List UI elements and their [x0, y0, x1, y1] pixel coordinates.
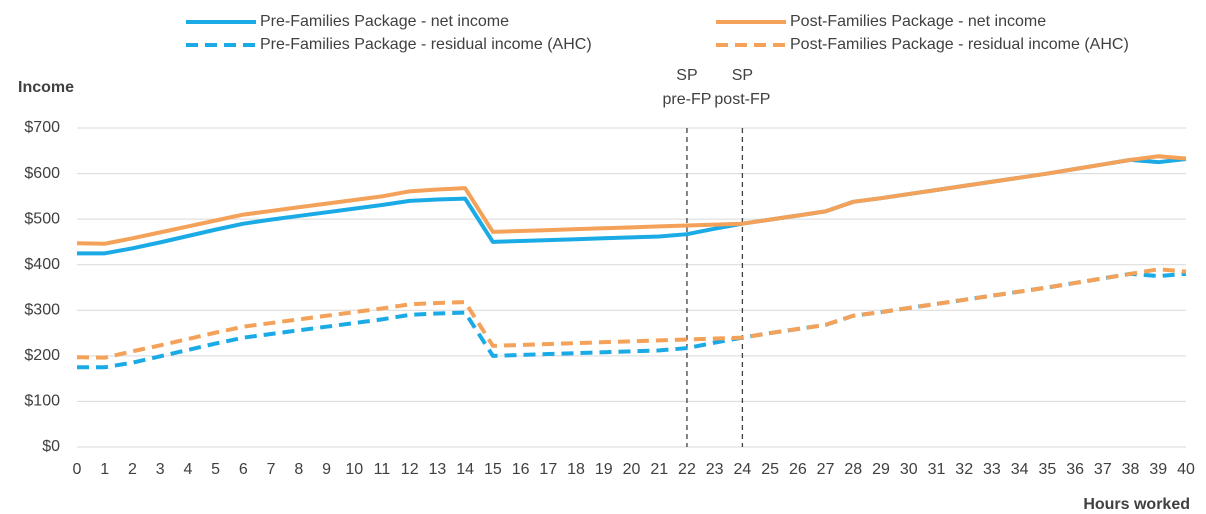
x-tick-label: 14: [456, 461, 474, 478]
annotation: SP: [732, 67, 753, 84]
y-tick-label: $200: [24, 347, 60, 364]
x-tick-label: 5: [211, 461, 220, 478]
x-tick-label: 32: [955, 461, 973, 478]
series-line: [77, 271, 1187, 370]
x-axis-label: Hours worked: [1083, 496, 1190, 513]
x-tick-label: 7: [267, 461, 276, 478]
x-tick-label: 21: [650, 461, 668, 478]
annotation: post-FP: [714, 91, 770, 108]
x-tick-label: 30: [900, 461, 918, 478]
x-tick-label: 29: [872, 461, 890, 478]
x-tick-label: 40: [1177, 461, 1195, 478]
x-tick-label: 20: [623, 461, 641, 478]
x-tick-label: 36: [1066, 461, 1084, 478]
x-tick-label: 0: [73, 461, 82, 478]
x-tick-label: 26: [789, 461, 807, 478]
y-tick-label: $500: [24, 210, 60, 227]
x-tick-label: 34: [1011, 461, 1029, 478]
x-tick-label: 2: [128, 461, 137, 478]
legend-label: Pre-Families Package - net income: [260, 13, 509, 30]
x-tick-label: 22: [678, 461, 696, 478]
x-tick-label: 35: [1038, 461, 1056, 478]
x-tick-label: 8: [294, 461, 303, 478]
x-tick-label: 27: [817, 461, 835, 478]
y-axis-label: Income: [18, 79, 74, 96]
x-tick-label: 24: [734, 461, 752, 478]
x-tick-label: 9: [322, 461, 331, 478]
x-tick-label: 19: [595, 461, 613, 478]
x-tick-label: 4: [183, 461, 192, 478]
x-tick-label: 38: [1122, 461, 1140, 478]
x-tick-label: 3: [156, 461, 165, 478]
x-tick-label: 12: [401, 461, 419, 478]
x-tick-label: 13: [429, 461, 447, 478]
legend-label: Post-Families Package - residual income …: [790, 36, 1129, 53]
x-tick-label: 6: [239, 461, 248, 478]
series-line: [76, 267, 1187, 360]
x-tick-label: 1: [100, 461, 109, 478]
y-tick-label: $100: [24, 393, 60, 410]
x-tick-label: 15: [484, 461, 502, 478]
y-tick-label: $700: [24, 119, 60, 136]
y-tick-label: $400: [24, 256, 60, 273]
series-line: [76, 154, 1187, 246]
x-tick-label: 17: [539, 461, 557, 478]
x-tick-label: 28: [844, 461, 862, 478]
legend-label: Post-Families Package - net income: [790, 13, 1046, 30]
y-tick-label: $600: [24, 165, 60, 182]
x-tick-label: 11: [374, 461, 391, 478]
y-tick-label: $300: [24, 302, 60, 319]
x-tick-label: 39: [1149, 461, 1167, 478]
x-tick-label: 37: [1094, 461, 1112, 478]
x-tick-label: 31: [928, 461, 946, 478]
x-tick-label: 33: [983, 461, 1001, 478]
legend-label: Pre-Families Package - residual income (…: [260, 36, 592, 53]
y-tick-label: $0: [42, 438, 60, 455]
x-tick-label: 23: [706, 461, 724, 478]
x-tick-label: 18: [567, 461, 585, 478]
x-tick-label: 16: [512, 461, 530, 478]
annotation: pre-FP: [662, 91, 711, 108]
x-tick-label: 10: [345, 461, 363, 478]
x-tick-label: 25: [761, 461, 779, 478]
annotation: SP: [676, 67, 697, 84]
